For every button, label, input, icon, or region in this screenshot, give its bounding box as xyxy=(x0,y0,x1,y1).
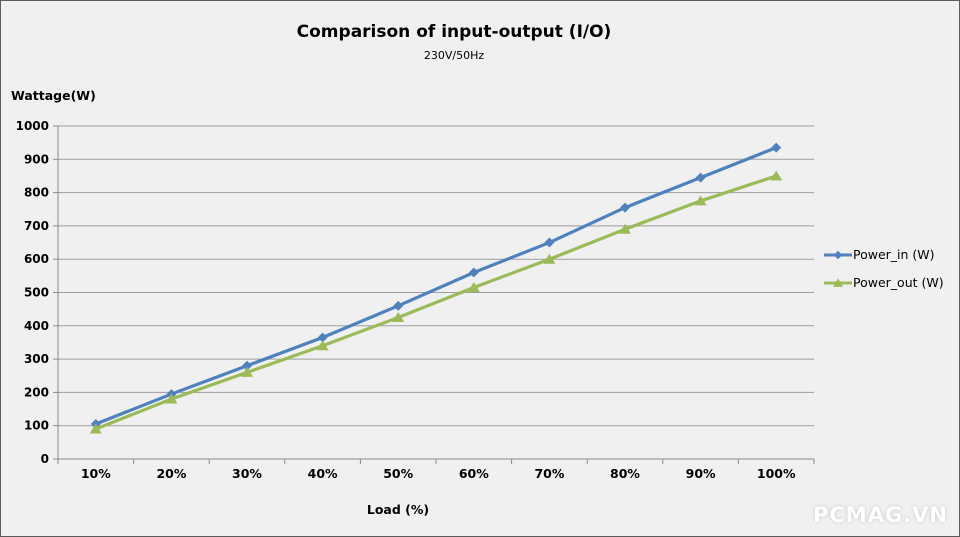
diamond-marker-icon xyxy=(833,250,843,259)
legend-entry-power-in: Power_in (W) xyxy=(824,247,944,262)
diamond-marker-icon xyxy=(317,332,328,343)
x-axis-title: Load (%) xyxy=(366,502,430,517)
diamond-marker-icon xyxy=(393,300,404,311)
diamond-marker-icon xyxy=(695,172,706,183)
y-tick-label: 300 xyxy=(24,352,49,366)
diamond-marker-icon xyxy=(771,142,782,153)
legend-label-power-in: Power_in (W) xyxy=(853,247,935,262)
triangle-marker-icon xyxy=(770,170,783,181)
series-1 xyxy=(89,170,783,434)
legend-swatch-power-out-icon xyxy=(824,277,852,287)
triangle-marker-icon xyxy=(241,366,253,377)
x-tick-label: 40% xyxy=(308,466,338,481)
series-line xyxy=(95,174,777,431)
x-tick-label: 30% xyxy=(232,466,262,481)
watermark-pcmag: PCMAG.VN xyxy=(813,503,948,527)
x-tick-label: 100% xyxy=(757,466,796,481)
x-tick-label: 70% xyxy=(534,466,564,481)
legend-entry-power-out: Power_out (W) xyxy=(824,275,944,290)
y-tick-label: 900 xyxy=(24,152,49,166)
x-tick-label: 10% xyxy=(81,466,111,481)
legend-label-power-out: Power_out (W) xyxy=(853,275,944,290)
x-tick-label: 90% xyxy=(686,466,716,481)
diamond-marker-icon xyxy=(620,202,630,213)
triangle-marker-icon xyxy=(316,340,329,351)
chart-title: Comparison of input-output (I/O) xyxy=(296,22,612,42)
x-tick-label: 80% xyxy=(610,466,640,481)
triangle-marker-icon xyxy=(832,277,844,287)
triangle-marker-icon xyxy=(165,393,178,404)
triangle-marker-icon xyxy=(467,282,480,293)
y-tick-label: 600 xyxy=(24,252,49,266)
diamond-marker-icon xyxy=(242,360,252,371)
triangle-marker-icon xyxy=(543,253,556,264)
triangle-marker-icon xyxy=(619,223,631,234)
diamond-marker-icon xyxy=(544,237,555,248)
y-tick-label: 700 xyxy=(24,219,49,233)
x-tick-label: 50% xyxy=(383,466,413,481)
series-line xyxy=(95,146,777,426)
chart-subtitle: 230V/50Hz xyxy=(423,49,485,62)
triangle-marker-icon xyxy=(694,195,707,206)
diamond-marker-icon xyxy=(468,267,479,278)
y-tick-label: 500 xyxy=(24,286,49,300)
y-tick-label: 1000 xyxy=(16,119,49,133)
y-tick-label: 400 xyxy=(24,319,49,333)
y-tick-label: 100 xyxy=(24,419,49,433)
y-tick-label: 800 xyxy=(24,186,49,200)
y-tick-label: 0 xyxy=(41,452,49,466)
x-tick-label: 60% xyxy=(459,466,489,481)
x-tick-label: 20% xyxy=(156,466,186,481)
triangle-marker-icon xyxy=(89,423,102,434)
legend: Power_in (W) Power_out (W) xyxy=(824,247,944,290)
triangle-marker-icon xyxy=(392,311,405,322)
series-0 xyxy=(90,142,782,430)
legend-swatch-power-in-icon xyxy=(824,250,852,259)
y-tick-label: 200 xyxy=(24,385,49,399)
y-axis-title: Wattage(W) xyxy=(11,88,96,103)
